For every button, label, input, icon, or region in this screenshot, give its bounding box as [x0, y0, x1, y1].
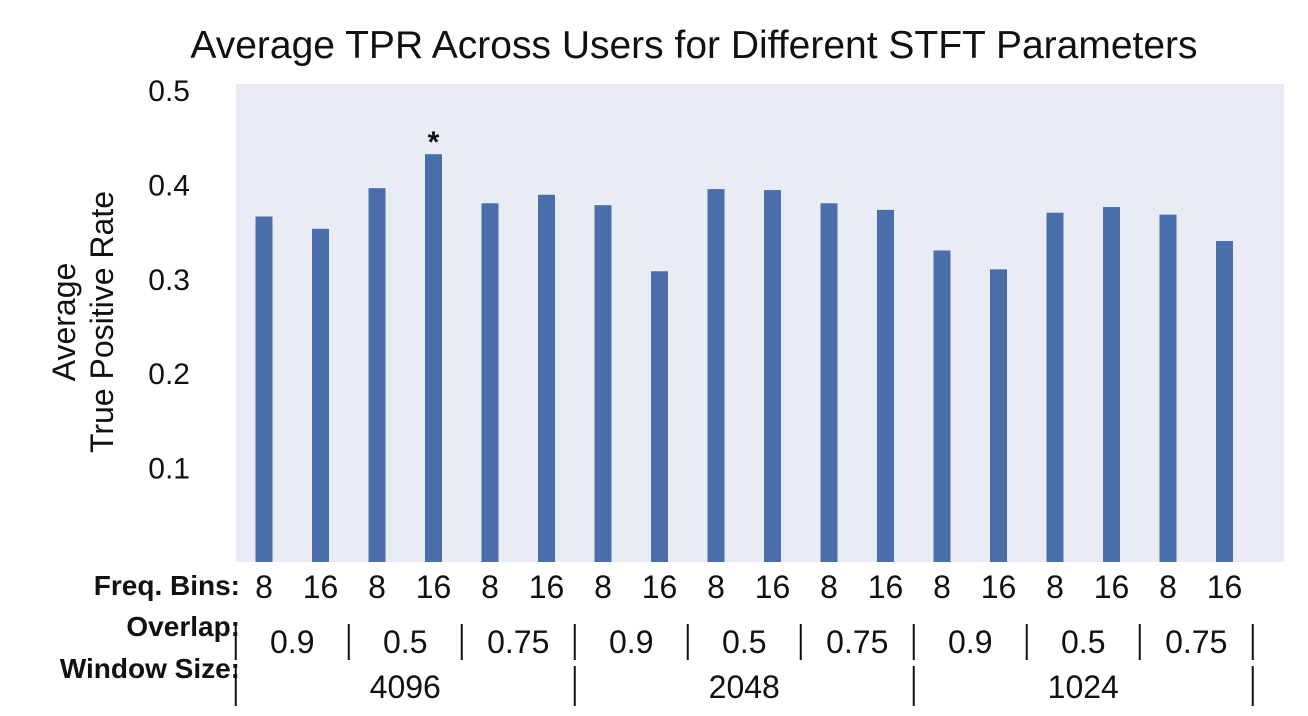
chart-title: Average TPR Across Users for Different S… — [190, 24, 1197, 67]
x-tick-label: 8 — [368, 569, 386, 605]
y-tick-label: 0.4 — [148, 169, 190, 202]
bar — [425, 154, 442, 562]
bar — [990, 269, 1007, 562]
x-tick-label: 16 — [1094, 569, 1130, 605]
bars — [255, 154, 1233, 563]
x-tick-label: 16 — [303, 569, 339, 605]
bar — [820, 203, 838, 562]
overlap-label: 0.75 — [1165, 624, 1227, 660]
y-tick-label: 0.3 — [148, 264, 190, 297]
overlap-label: 0.75 — [826, 624, 888, 660]
bar — [1159, 214, 1177, 562]
bar — [255, 216, 273, 562]
bar — [764, 190, 781, 562]
overlap-label: 0.9 — [270, 624, 314, 660]
x-tick-label: 16 — [981, 569, 1017, 605]
y-axis-label: Average True Positive Rate — [46, 191, 120, 453]
significance-star: * — [428, 126, 440, 159]
y-tick-label: 0.2 — [148, 358, 190, 391]
bar — [481, 203, 499, 562]
overlap-label: 0.5 — [383, 624, 427, 660]
y-ticks: 0.1 0.2 0.3 0.4 0.5 — [148, 75, 190, 486]
plot-area — [236, 84, 1284, 562]
window-row: 4096 2048 1024 — [234, 666, 1254, 706]
freq-bin-labels: 8 16 8 16 8 16 8 16 8 16 8 16 8 16 8 16 8 16 — [255, 569, 1242, 605]
bar — [933, 250, 951, 563]
x-tick-label: 8 — [933, 569, 951, 605]
overlap-label: 0.5 — [722, 624, 766, 660]
bar — [651, 271, 668, 562]
x-tick-label: 16 — [755, 569, 791, 605]
x-tick-label: 8 — [481, 569, 499, 605]
x-tick-label: 8 — [820, 569, 838, 605]
y-tick-label: 0.5 — [148, 75, 190, 108]
bar — [594, 205, 612, 562]
x-tick-label: 16 — [868, 569, 904, 605]
bar — [368, 188, 386, 562]
bar — [707, 189, 725, 562]
window-size-label: 2048 — [709, 669, 780, 705]
row-label-overlap: Overlap: — [126, 611, 240, 642]
overlap-label: 0.5 — [1061, 624, 1105, 660]
bar — [312, 228, 329, 562]
x-tick-label: 8 — [1046, 569, 1064, 605]
overlap-label: 0.9 — [609, 624, 653, 660]
bar — [1046, 212, 1064, 562]
annotations: * — [428, 126, 440, 159]
x-tick-label: 16 — [1207, 569, 1243, 605]
x-tick-label: 16 — [529, 569, 565, 605]
x-tick-label: 16 — [416, 569, 452, 605]
x-tick-label: 8 — [1159, 569, 1177, 605]
window-size-label: 1024 — [1048, 669, 1119, 705]
overlap-label: 0.75 — [487, 624, 549, 660]
bar — [538, 194, 555, 562]
y-axis-label-line-1: Average — [46, 263, 82, 382]
bar — [1103, 207, 1120, 562]
y-axis-label-line-2: True Positive Rate — [84, 191, 120, 453]
x-tick-label: 8 — [255, 569, 273, 605]
x-tick-label: 16 — [642, 569, 678, 605]
window-size-label: 4096 — [370, 669, 441, 705]
bar — [877, 209, 894, 562]
row-label-window-size: Window Size: — [60, 653, 240, 684]
x-tick-label: 8 — [707, 569, 725, 605]
x-tick-label: 8 — [594, 569, 612, 605]
row-label-freq-bins: Freq. Bins: — [94, 570, 240, 601]
overlap-row: 0.9 0.5 0.75 0.9 0.5 0.75 0.9 0.5 0.75 — [234, 624, 1254, 660]
bar — [1216, 241, 1233, 563]
y-tick-label: 0.1 — [148, 453, 190, 486]
overlap-label: 0.9 — [948, 624, 992, 660]
